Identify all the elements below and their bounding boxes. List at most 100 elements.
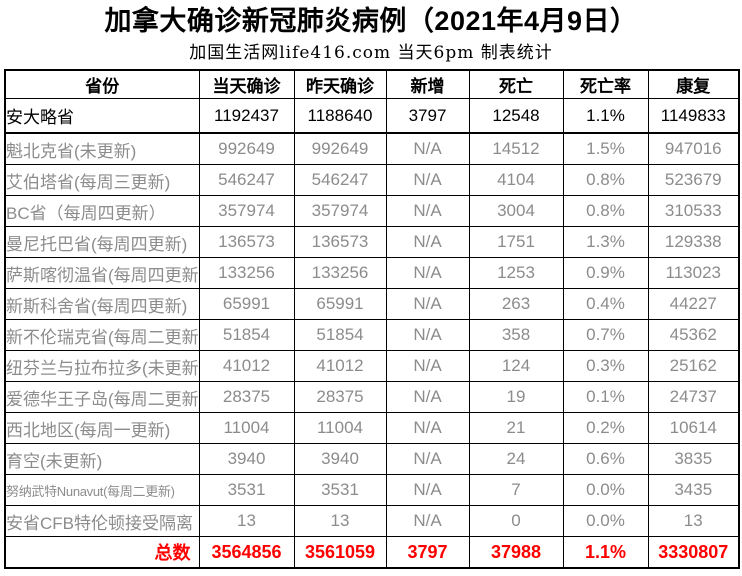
table-header: 省份 当天确诊 昨天确诊 新增 死亡 死亡率 康复 (4, 69, 740, 99)
value-cell: N/A (385, 381, 470, 413)
value-cell: 24737 (647, 381, 740, 413)
value-cell: 0.1% (562, 381, 649, 413)
value-cell: 0.8% (562, 195, 649, 227)
value-cell: N/A (385, 319, 470, 351)
province-cell: 爱德华王子岛(每周二更新) (4, 381, 200, 413)
table-row: 艾伯塔省(每周三更新) 546247 546247 N/A 4104 0.8% 523679 (4, 164, 740, 196)
table-row: 萨斯喀彻温省(每周四更新) 133256 133256 N/A 1253 0.9% 1130… (4, 257, 740, 289)
value-cell: 136573 (293, 226, 387, 258)
value-cell: 3797 (385, 98, 470, 134)
value-cell: N/A (385, 474, 470, 506)
value-cell: 24 (468, 443, 564, 475)
table-row: 新斯科舍省(每周四更新) 65991 65991 N/A 263 0.4% 44227 (4, 288, 740, 320)
value-cell: 523679 (647, 164, 740, 196)
value-cell: 1.5% (562, 132, 649, 165)
value-cell: 4104 (468, 164, 564, 196)
value-cell: 0.3% (562, 350, 649, 382)
total-row: 总数 3564856 3561059 3797 37988 1.1% 3330807 (4, 536, 740, 569)
value-cell: 133256 (198, 257, 295, 289)
value-cell: 357974 (293, 195, 387, 227)
table-row: 安省CFB特伦顿接受隔离 13 13 N/A 0 0.0% 13 (4, 505, 740, 537)
value-cell: 0.0% (562, 474, 649, 506)
province-cell: 曼尼托巴省(每周四更新) (4, 226, 200, 258)
table-row: BC省（每周四更新） 357974 357974 N/A 3004 0.8% 310533 (4, 195, 740, 227)
value-cell: 25162 (647, 350, 740, 382)
table-row: 安大略省 1192437 1188640 3797 12548 1.1% 1149833 (4, 98, 740, 134)
value-cell: 3940 (198, 443, 295, 475)
value-cell: 1192437 (198, 98, 295, 134)
province-cell: 育空(未更新) (4, 443, 200, 475)
column-header-1: 当天确诊 (198, 69, 295, 99)
province-cell: BC省（每周四更新） (4, 195, 200, 227)
value-cell: 3435 (647, 474, 740, 506)
covid-stats-table: 省份 当天确诊 昨天确诊 新增 死亡 死亡率 康复 安大略省 1192437 1188640 37… (4, 69, 740, 569)
column-header-3: 新增 (385, 69, 470, 99)
table-row: 纽芬兰与拉布拉多(未更新) 41012 41012 N/A 124 0.3% 25162 (4, 350, 740, 382)
value-cell: 1188640 (293, 98, 387, 134)
value-cell: 358 (468, 319, 564, 351)
page-subtitle: 加国生活网life416.com 当天6pm 制表统计 (189, 43, 553, 63)
value-cell: 21 (468, 412, 564, 444)
value-cell: N/A (385, 257, 470, 289)
column-header-6: 康复 (647, 69, 740, 99)
value-cell: 133256 (293, 257, 387, 289)
value-cell: 44227 (647, 288, 740, 320)
value-cell: 1.3% (562, 226, 649, 258)
value-cell: 51854 (198, 319, 295, 351)
value-cell: 3531 (293, 474, 387, 506)
value-cell: N/A (385, 443, 470, 475)
province-cell: 艾伯塔省(每周三更新) (4, 164, 200, 196)
province-cell: 西北地区(每周一更新) (4, 412, 200, 444)
table-row: 育空(未更新) 3940 3940 N/A 24 0.6% 3835 (4, 443, 740, 475)
value-cell: 113023 (647, 257, 740, 289)
value-cell: 19 (468, 381, 564, 413)
province-cell: 纽芬兰与拉布拉多(未更新) (4, 350, 200, 382)
value-cell: 0.2% (562, 412, 649, 444)
value-cell: 992649 (198, 132, 295, 165)
value-cell: 1751 (468, 226, 564, 258)
value-cell: 0.9% (562, 257, 649, 289)
value-cell: 41012 (293, 350, 387, 382)
value-cell: 0 (468, 505, 564, 537)
value-cell: 3004 (468, 195, 564, 227)
value-cell: 1149833 (647, 98, 740, 134)
value-cell: 45362 (647, 319, 740, 351)
value-cell: 3940 (293, 443, 387, 475)
value-cell: N/A (385, 350, 470, 382)
value-cell: 947016 (647, 132, 740, 165)
value-cell: 12548 (468, 98, 564, 134)
value-cell: 13 (293, 505, 387, 537)
value-cell: N/A (385, 505, 470, 537)
province-cell: 新不伦瑞克省(每周二更新) (4, 319, 200, 351)
province-cell: 萨斯喀彻温省(每周四更新) (4, 257, 200, 289)
value-cell: 263 (468, 288, 564, 320)
value-cell: N/A (385, 164, 470, 196)
value-cell: 37988 (468, 536, 564, 569)
value-cell: 1.1% (562, 536, 649, 569)
table-row: 魁北克省(未更新) 992649 992649 N/A 14512 1.5% 947016 (4, 132, 740, 165)
value-cell: 136573 (198, 226, 295, 258)
province-cell: 总数 (4, 536, 200, 569)
table-row: 曼尼托巴省(每周四更新) 136573 136573 N/A 1751 1.3% 12933… (4, 226, 740, 258)
value-cell: 1253 (468, 257, 564, 289)
value-cell: 0.6% (562, 443, 649, 475)
value-cell: 13 (198, 505, 295, 537)
column-header-0: 省份 (4, 69, 200, 99)
value-cell: 3561059 (293, 536, 387, 569)
value-cell: 0.0% (562, 505, 649, 537)
value-cell: 65991 (198, 288, 295, 320)
value-cell: 28375 (293, 381, 387, 413)
value-cell: 129338 (647, 226, 740, 258)
table-body: 安大略省 1192437 1188640 3797 12548 1.1% 1149833 魁北… (4, 98, 740, 569)
column-header-5: 死亡率 (562, 69, 649, 99)
value-cell: N/A (385, 412, 470, 444)
value-cell: 11004 (293, 412, 387, 444)
value-cell: 1.1% (562, 98, 649, 134)
value-cell: 3330807 (647, 536, 740, 569)
value-cell: 0.4% (562, 288, 649, 320)
value-cell: 3564856 (198, 536, 295, 569)
province-cell: 安省CFB特伦顿接受隔离 (4, 505, 200, 537)
value-cell: 992649 (293, 132, 387, 165)
value-cell: 3835 (647, 443, 740, 475)
value-cell: N/A (385, 132, 470, 165)
